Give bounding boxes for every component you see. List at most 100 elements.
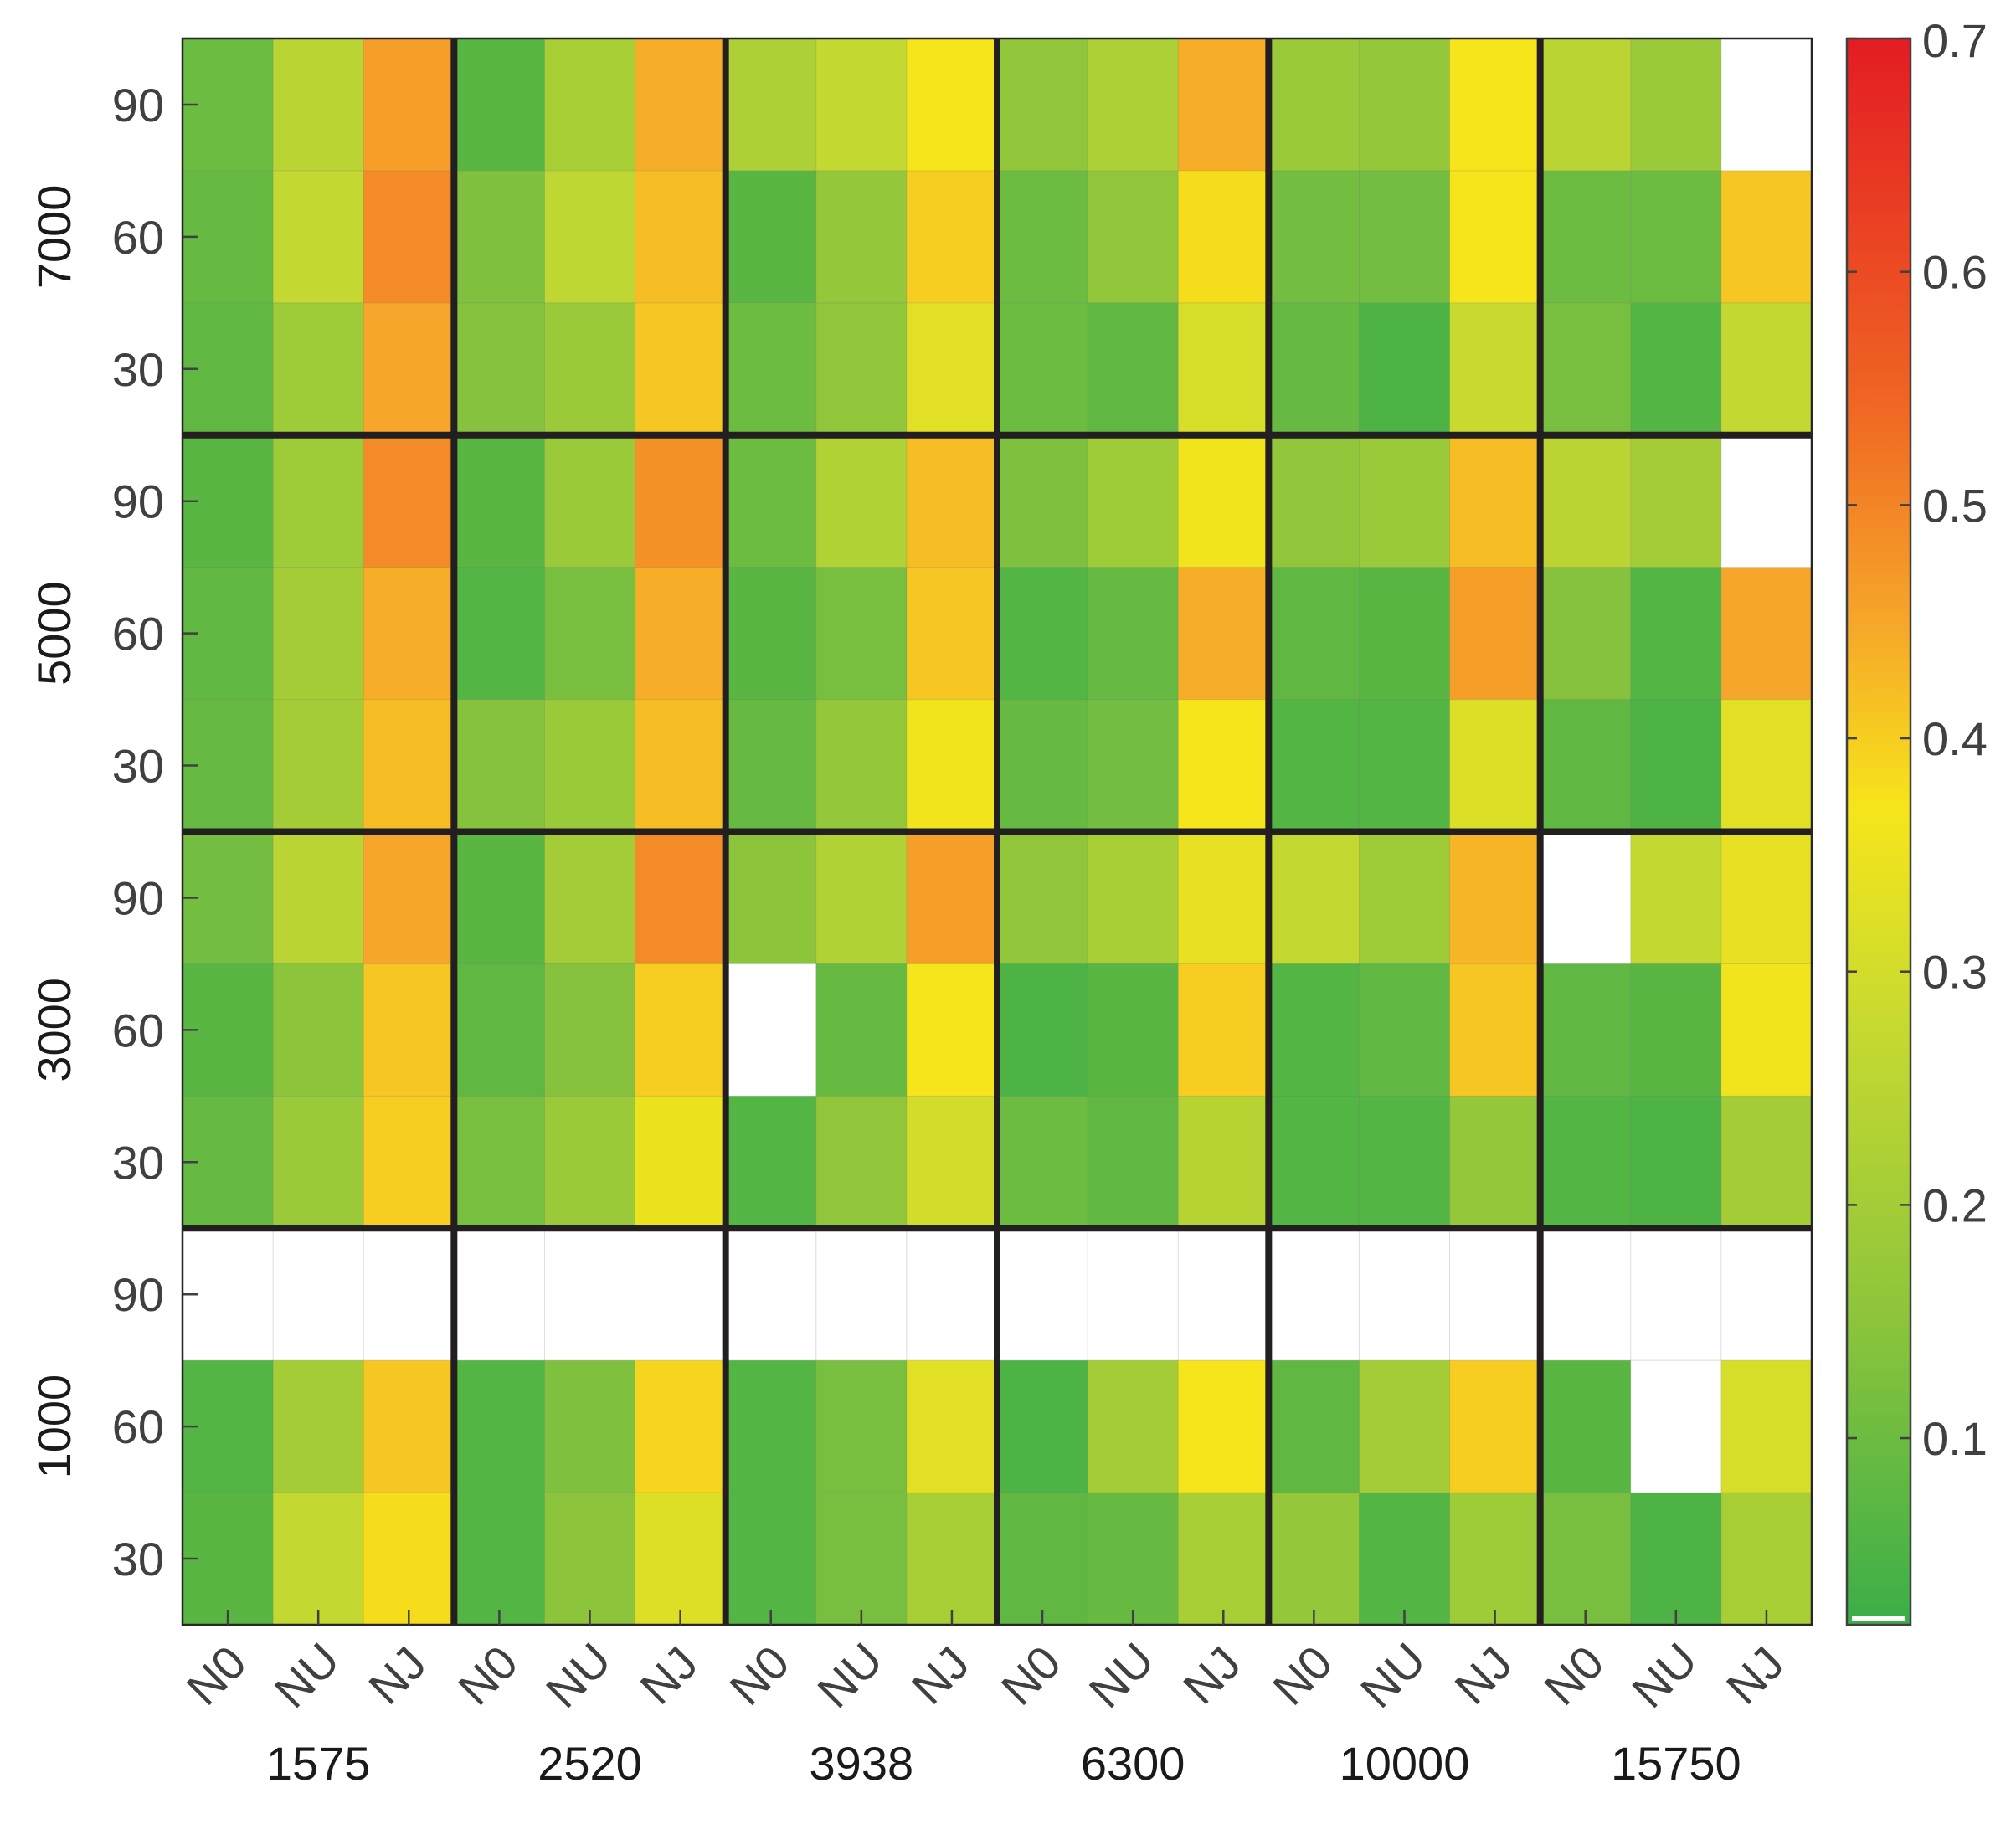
heatmap-cell <box>363 963 455 1097</box>
heatmap-cell <box>1630 170 1722 304</box>
heatmap-cell <box>1540 170 1632 304</box>
heatmap-cell <box>1088 567 1179 701</box>
heatmap-cell <box>1268 831 1360 964</box>
heatmap-cell <box>454 567 545 701</box>
heatmap-cell <box>815 1360 908 1493</box>
heatmap-cell <box>1449 567 1541 701</box>
x-group-label: 2520 <box>537 1737 642 1790</box>
colorbar-tick-label: 0.3 <box>1922 946 1988 999</box>
heatmap-cell <box>815 170 908 304</box>
y-tick-label: 90 <box>112 475 164 528</box>
heatmap-cell <box>1630 831 1722 964</box>
heatmap-cell <box>1178 1493 1269 1626</box>
heatmap-cell <box>725 1096 817 1229</box>
heatmap-cell <box>1449 1493 1541 1626</box>
heatmap-cell <box>815 831 908 964</box>
x-tick-label: N0 <box>448 1636 527 1715</box>
heatmap-cell <box>1088 1493 1179 1626</box>
heatmap-cell <box>1088 699 1179 832</box>
colorbar: 0.1 0.2 0.3 0.4 0.5 0.6 0.7 <box>1845 14 1988 1626</box>
x-tick-label: NU <box>1350 1632 1436 1718</box>
heatmap-cell <box>1178 567 1269 701</box>
heatmap-cell <box>273 1228 364 1361</box>
heatmap-cell <box>273 1096 364 1229</box>
heatmap-cell <box>635 39 727 172</box>
heatmap-cell <box>454 1360 545 1493</box>
x-tick-label: N0 <box>1263 1636 1342 1715</box>
y-group-label: 1000 <box>28 1374 80 1479</box>
heatmap-cell <box>183 1096 274 1229</box>
y-group-label: 5000 <box>28 581 80 686</box>
heatmap-cell <box>1359 1228 1451 1361</box>
heatmap-cell <box>363 1228 455 1361</box>
x-axis-ticks <box>226 1610 1768 1625</box>
heatmap-cell <box>1540 567 1632 701</box>
heatmap-cell <box>183 1493 274 1626</box>
heatmap-cell <box>1178 170 1269 304</box>
heatmap-cell <box>454 39 545 172</box>
heatmap-cell <box>1449 1228 1541 1361</box>
heatmap-cell <box>906 170 998 304</box>
heatmap-cell <box>997 302 1088 436</box>
x-tick-label: N0 <box>1534 1636 1613 1715</box>
heatmap-cell <box>1178 302 1269 436</box>
x-group-label: 15750 <box>1611 1737 1741 1790</box>
heatmap-cell <box>1540 1228 1632 1361</box>
heatmap-cell <box>906 1493 998 1626</box>
heatmap-cell <box>635 567 727 701</box>
heatmap-cell <box>454 1228 545 1361</box>
y-group-label: 3000 <box>28 978 80 1082</box>
heatmap-cell <box>363 831 455 964</box>
heatmap-cell <box>725 1493 817 1626</box>
colorbar-missing-swatch <box>1852 1616 1905 1621</box>
heatmap-cell <box>1540 1493 1632 1626</box>
heatmap-cell <box>1630 699 1722 832</box>
heatmap-cell <box>183 170 274 304</box>
heatmap-cell <box>544 302 636 436</box>
x-group-label: 10000 <box>1340 1737 1470 1790</box>
heatmap-cell <box>997 434 1088 568</box>
heatmap-cell <box>544 699 636 832</box>
heatmap-cell <box>1720 302 1813 436</box>
heatmap-cell <box>273 963 364 1097</box>
heatmap-cell <box>363 1360 455 1493</box>
heatmap-cell <box>1540 302 1632 436</box>
x-group-label: 3938 <box>810 1737 914 1790</box>
group-separators <box>183 39 1812 1625</box>
heatmap-cell <box>1088 302 1179 436</box>
heatmap-cell <box>1268 1493 1360 1626</box>
heatmap-cell <box>725 170 817 304</box>
y-tick-label: 30 <box>112 740 164 793</box>
heatmap-cell <box>906 1228 998 1361</box>
heatmap-cell <box>906 699 998 832</box>
heatmap-cell <box>1449 1096 1541 1229</box>
heatmap-cell <box>1359 39 1451 172</box>
heatmap-cell <box>1449 434 1541 568</box>
heatmap-cell <box>1178 39 1269 172</box>
colorbar-tick-label: 0.4 <box>1922 712 1988 765</box>
heatmap-cell <box>1540 1360 1632 1493</box>
colorbar-tick-label: 0.2 <box>1922 1179 1988 1231</box>
x-tick-label: NU <box>265 1632 350 1718</box>
heatmap-cell <box>1088 831 1179 964</box>
heatmap-cell <box>1088 170 1179 304</box>
heatmap-cell <box>544 1228 636 1361</box>
heatmap-cell <box>997 699 1088 832</box>
heatmap-cell <box>273 699 364 832</box>
heatmap-cell <box>183 963 274 1097</box>
x-tick-label: NJ <box>902 1636 980 1714</box>
y-axis-ticks <box>183 103 198 1560</box>
heatmap-cell <box>1359 831 1451 964</box>
heatmap-cell <box>1268 302 1360 436</box>
heatmap-cell <box>273 1493 364 1626</box>
heatmap-cell <box>725 39 817 172</box>
heatmap-cell <box>1630 963 1722 1097</box>
y-axis-labels: 90 60 30 90 60 30 90 60 30 90 60 30 7000 5000 3000 1000 <box>28 79 164 1585</box>
heatmap-cell <box>363 434 455 568</box>
heatmap-cell <box>725 1228 817 1361</box>
heatmap-cell <box>1359 699 1451 832</box>
heatmap-cell <box>906 39 998 172</box>
heatmap-cell <box>1449 39 1541 172</box>
